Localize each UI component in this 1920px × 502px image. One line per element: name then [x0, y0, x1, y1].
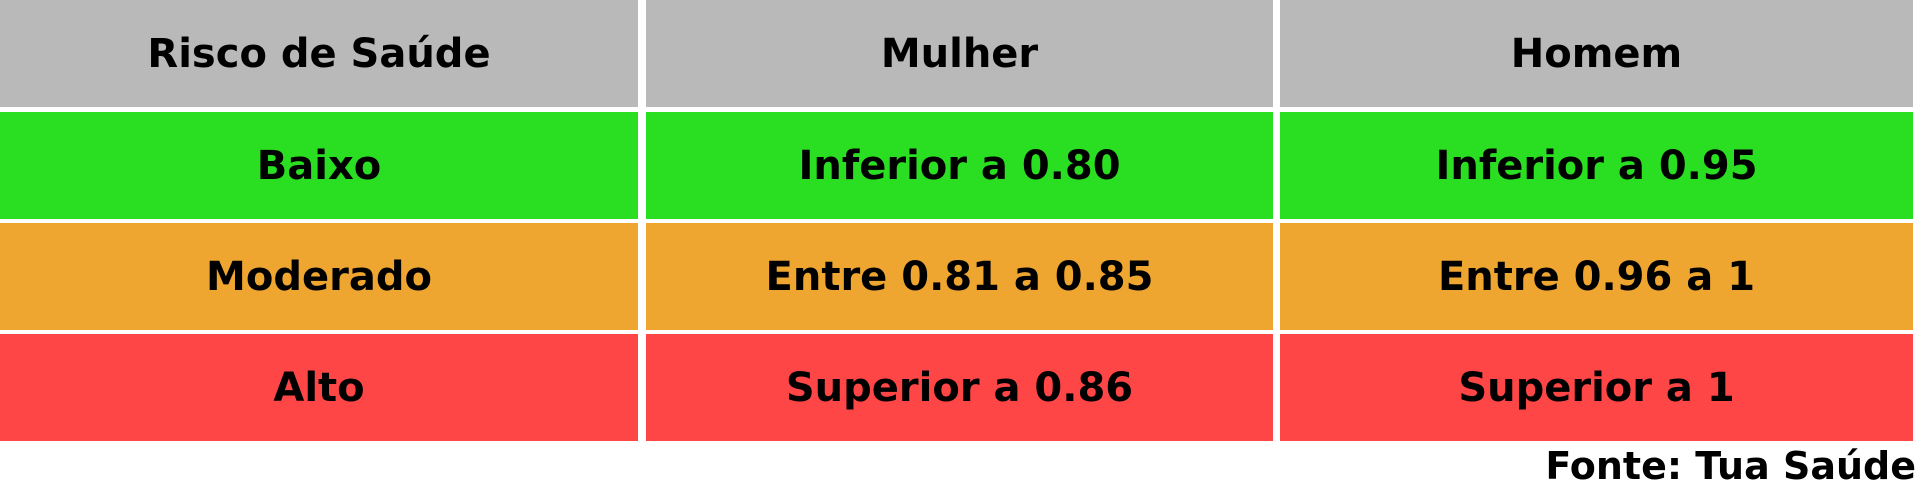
health-risk-table: Risco de Saúde Mulher Homem Baixo Inferi… [0, 0, 1920, 441]
risk-level-cell: Moderado [0, 223, 638, 330]
man-value-cell: Inferior a 0.95 [1280, 112, 1913, 219]
man-value-cell: Entre 0.96 a 1 [1280, 223, 1913, 330]
risk-level-cell: Alto [0, 334, 638, 441]
table-row-moderate: Moderado Entre 0.81 a 0.85 Entre 0.96 a … [0, 223, 1920, 330]
risk-level-cell: Baixo [0, 112, 638, 219]
source-credit: Fonte: Tua Saúde [1545, 444, 1916, 488]
table-header-row: Risco de Saúde Mulher Homem [0, 0, 1920, 107]
table-row-low: Baixo Inferior a 0.80 Inferior a 0.95 [0, 112, 1920, 219]
header-cell-risk: Risco de Saúde [0, 0, 638, 107]
woman-value-cell: Entre 0.81 a 0.85 [646, 223, 1273, 330]
header-cell-woman: Mulher [646, 0, 1273, 107]
man-value-cell: Superior a 1 [1280, 334, 1913, 441]
header-cell-man: Homem [1280, 0, 1913, 107]
woman-value-cell: Inferior a 0.80 [646, 112, 1273, 219]
woman-value-cell: Superior a 0.86 [646, 334, 1273, 441]
table-row-high: Alto Superior a 0.86 Superior a 1 [0, 334, 1920, 441]
